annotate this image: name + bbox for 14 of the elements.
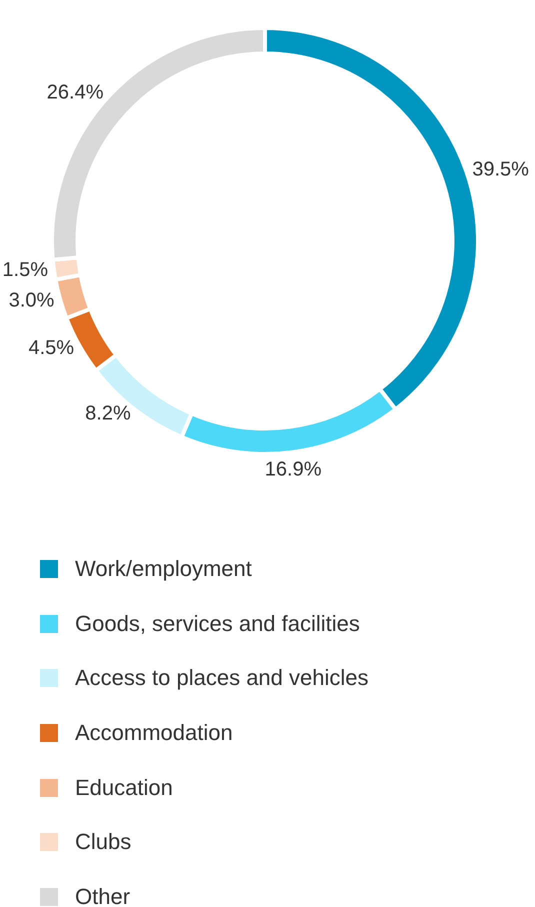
data-label: 3.0% (8, 289, 55, 312)
data-label: 39.5% (472, 158, 530, 181)
data-label: 16.9% (264, 458, 322, 481)
data-label: 26.4% (46, 82, 104, 104)
legend-label: Other (75, 884, 130, 907)
data-label: 4.5% (28, 336, 74, 359)
data-label: 8.2% (85, 402, 131, 425)
legend-label: Goods, services and facilities (75, 610, 360, 637)
legend-label: Work/employment (75, 556, 252, 582)
legend-label: Access to places and vehicles (75, 665, 368, 692)
legend-label: Education (75, 774, 173, 801)
legend-label: Clubs (75, 829, 132, 856)
legend-label: Accommodation (75, 720, 233, 746)
data-label: 1.5% (2, 259, 48, 282)
